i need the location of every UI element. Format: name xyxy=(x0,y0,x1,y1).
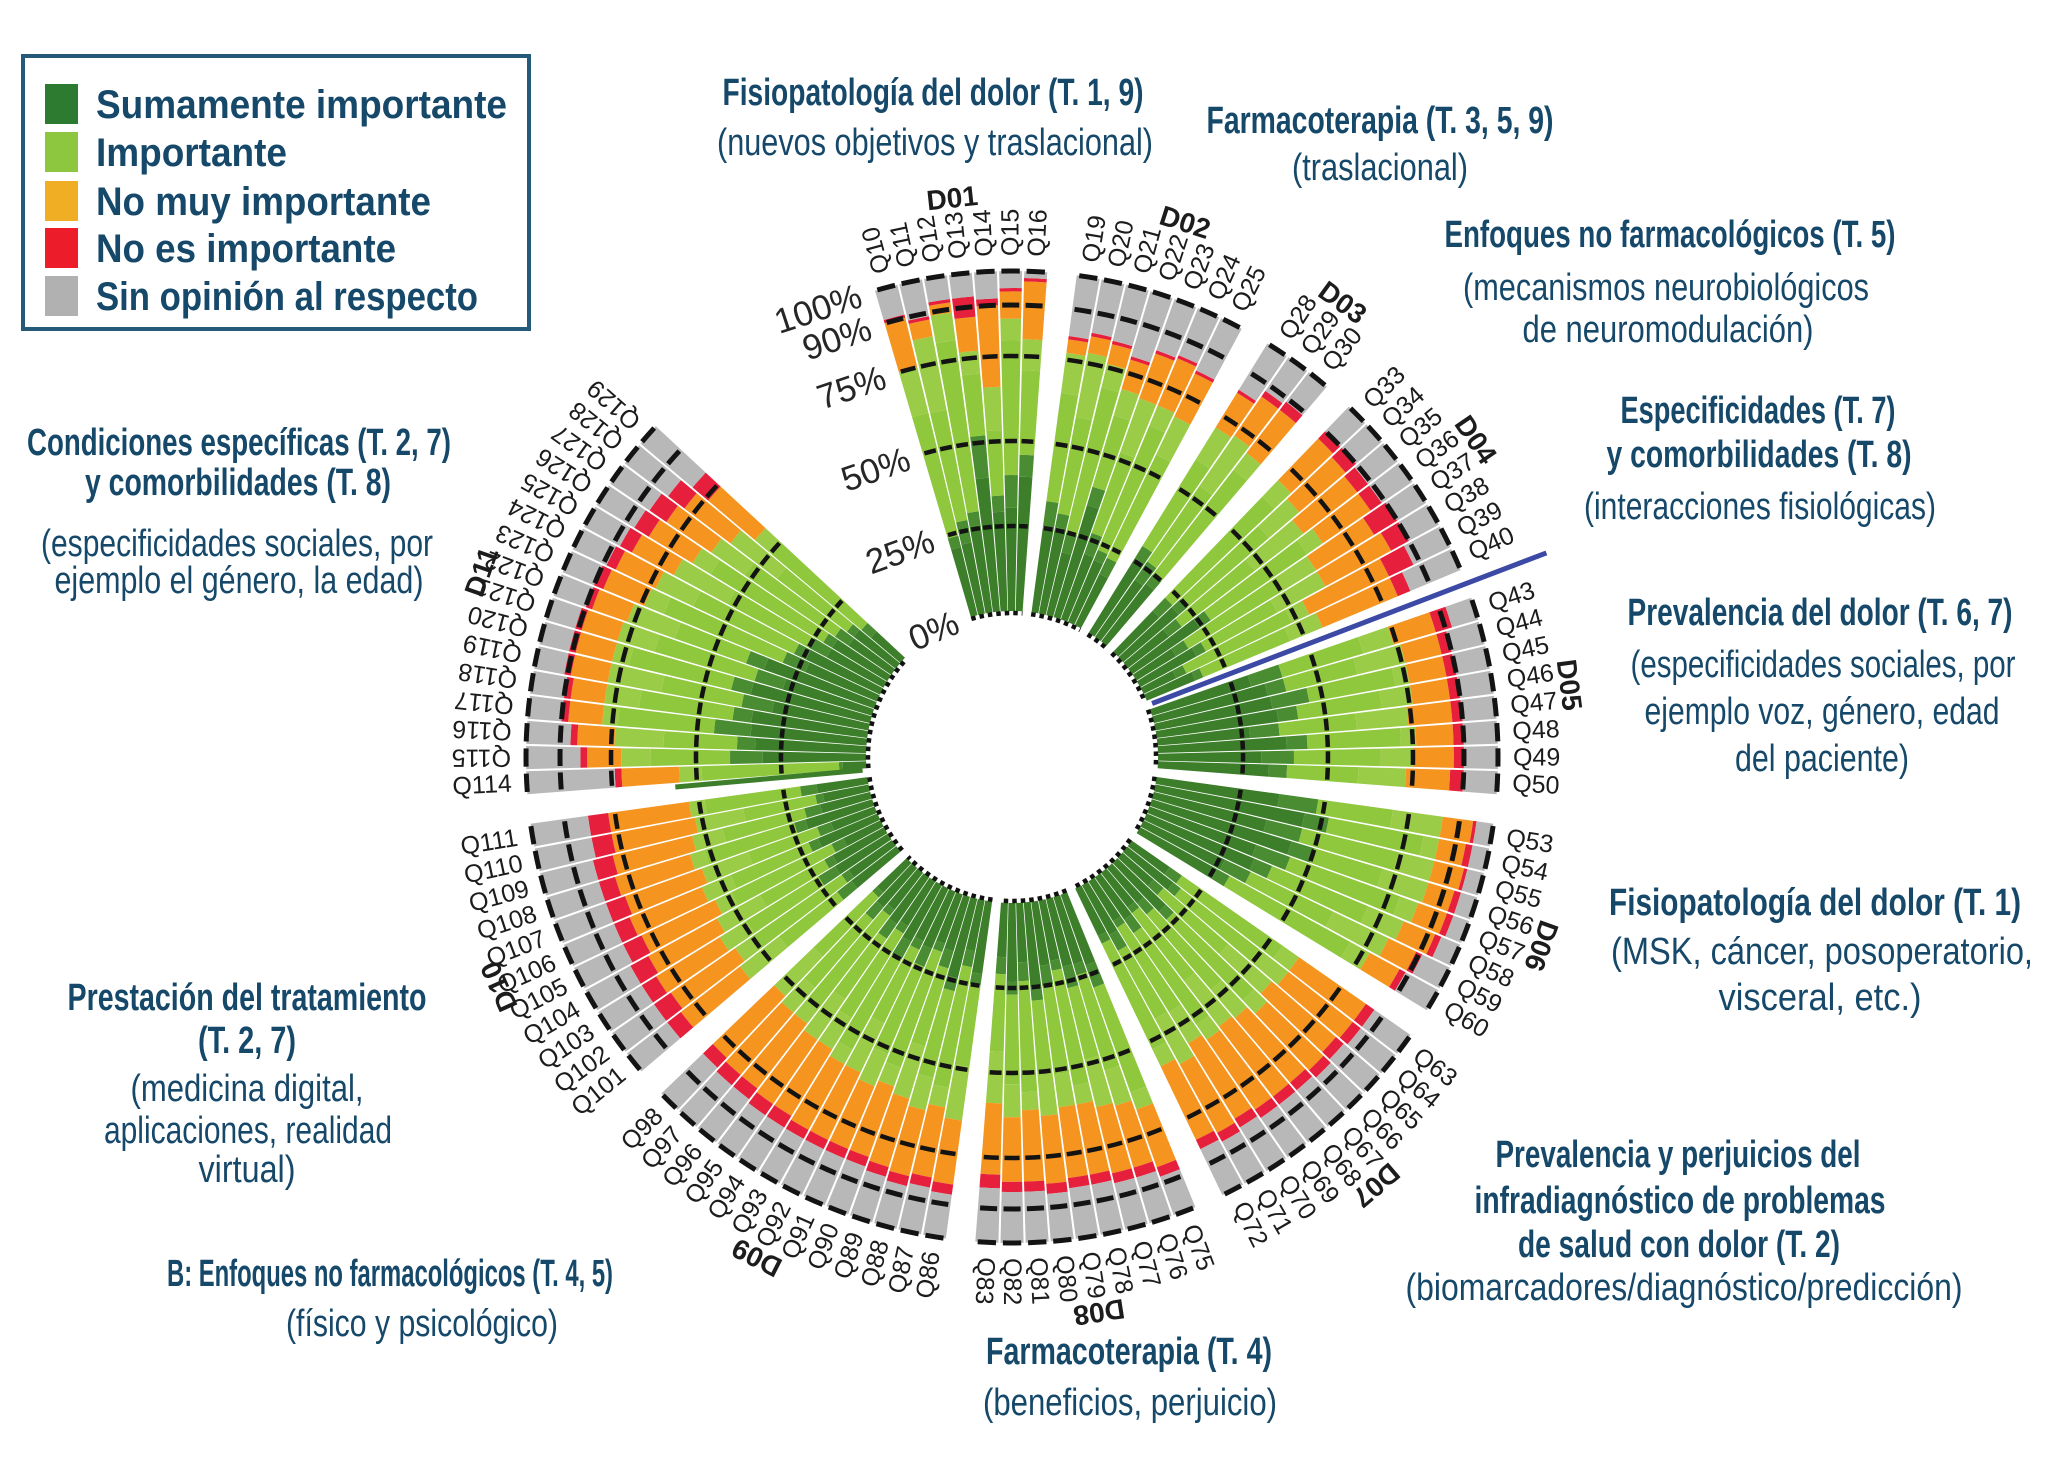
svg-text:Prevalencia y perjuicios del: Prevalencia y perjuicios del xyxy=(1496,1134,1861,1176)
svg-text:visceral, etc.): visceral, etc.) xyxy=(1719,977,1922,1019)
svg-text:Sumamente importante: Sumamente importante xyxy=(96,83,507,127)
svg-text:(MSK, cáncer, posoperatorio,: (MSK, cáncer, posoperatorio, xyxy=(1611,931,2033,973)
svg-text:(especificidades sociales, por: (especificidades sociales, por xyxy=(41,523,433,565)
svg-text:Farmacoterapia (T. 4): Farmacoterapia (T. 4) xyxy=(986,1331,1272,1373)
svg-text:Q117: Q117 xyxy=(453,686,515,720)
svg-text:Condiciones específicas (T. 2,: Condiciones específicas (T. 2, 7) xyxy=(27,422,451,464)
svg-text:Q49: Q49 xyxy=(1513,744,1560,772)
svg-text:Q48: Q48 xyxy=(1512,715,1561,745)
svg-text:Q16: Q16 xyxy=(1023,209,1053,258)
svg-text:Q115: Q115 xyxy=(452,744,511,772)
svg-text:(interacciones fisiológicas): (interacciones fisiológicas) xyxy=(1584,486,1936,528)
svg-text:(T. 2, 7): (T. 2, 7) xyxy=(198,1020,296,1062)
svg-text:D05: D05 xyxy=(1551,657,1588,712)
svg-text:(traslacional): (traslacional) xyxy=(1292,147,1468,189)
svg-text:ejemplo el género, la edad): ejemplo el género, la edad) xyxy=(55,560,424,602)
svg-text:aplicaciones, realidad: aplicaciones, realidad xyxy=(104,1110,392,1152)
svg-text:Q13: Q13 xyxy=(940,210,973,260)
svg-text:de salud con dolor (T. 2): de salud con dolor (T. 2) xyxy=(1518,1224,1840,1266)
svg-text:infradiagnóstico de problemas: infradiagnóstico de problemas xyxy=(1475,1180,1886,1222)
svg-text:(nuevos objetivos y traslacion: (nuevos objetivos y traslacional) xyxy=(717,122,1153,164)
svg-text:(mecanismos neurobiológicos: (mecanismos neurobiológicos xyxy=(1463,267,1869,309)
svg-text:(beneficios, perjuicio): (beneficios, perjuicio) xyxy=(983,1382,1277,1424)
svg-text:(medicina digital,: (medicina digital, xyxy=(131,1068,364,1110)
svg-text:Q83: Q83 xyxy=(970,1257,1000,1306)
svg-text:(físico y psicológico): (físico y psicológico) xyxy=(286,1303,558,1345)
svg-text:Importante: Importante xyxy=(96,131,287,175)
svg-text:ejemplo voz, género, edad: ejemplo voz, género, edad xyxy=(1645,691,2000,733)
svg-text:Especificidades (T. 7): Especificidades (T. 7) xyxy=(1621,390,1896,432)
svg-text:y comorbilidades (T. 8): y comorbilidades (T. 8) xyxy=(1607,434,1912,476)
svg-text:Q116: Q116 xyxy=(452,715,513,746)
svg-text:D01: D01 xyxy=(925,180,979,216)
svg-text:virtual): virtual) xyxy=(199,1149,296,1191)
svg-text:Q82: Q82 xyxy=(998,1258,1026,1305)
svg-text:Farmacoterapia (T. 3, 5, 9): Farmacoterapia (T. 3, 5, 9) xyxy=(1207,100,1554,142)
svg-text:del paciente): del paciente) xyxy=(1735,738,1909,780)
svg-text:Q80: Q80 xyxy=(1050,1254,1083,1304)
svg-text:(especificidades sociales, por: (especificidades sociales, por xyxy=(1631,644,2016,686)
svg-text:Fisiopatología del dolor (T. 1: Fisiopatología del dolor (T. 1) xyxy=(1609,882,2021,924)
svg-text:Q47: Q47 xyxy=(1509,687,1559,720)
svg-text:Q50: Q50 xyxy=(1512,769,1561,799)
svg-text:y comorbilidades (T. 8): y comorbilidades (T. 8) xyxy=(85,462,391,504)
svg-text:Prestación del tratamiento: Prestación del tratamiento xyxy=(68,977,427,1019)
svg-text:(biomarcadores/diagnóstico/pre: (biomarcadores/diagnóstico/predicción) xyxy=(1406,1267,1963,1309)
svg-text:Q114: Q114 xyxy=(452,770,513,801)
svg-text:Sin opinión al respecto: Sin opinión al respecto xyxy=(96,275,478,319)
svg-text:de neuromodulación): de neuromodulación) xyxy=(1523,309,1814,351)
svg-text:Enfoques no farmacológicos (T.: Enfoques no farmacológicos (T. 5) xyxy=(1445,214,1896,256)
svg-text:No es importante: No es importante xyxy=(96,227,396,271)
svg-text:Prevalencia del dolor (T. 6, 7: Prevalencia del dolor (T. 6, 7) xyxy=(1628,592,2013,634)
svg-text:Q15: Q15 xyxy=(996,209,1024,256)
svg-text:Fisiopatología del dolor (T. 1: Fisiopatología del dolor (T. 1, 9) xyxy=(723,72,1144,114)
svg-text:Q81: Q81 xyxy=(1024,1257,1054,1306)
svg-text:B: Enfoques no farmacológicos: B: Enfoques no farmacológicos (T. 4, 5) xyxy=(167,1253,613,1295)
svg-text:Q14: Q14 xyxy=(968,209,999,258)
svg-text:No muy importante: No muy importante xyxy=(96,180,431,224)
